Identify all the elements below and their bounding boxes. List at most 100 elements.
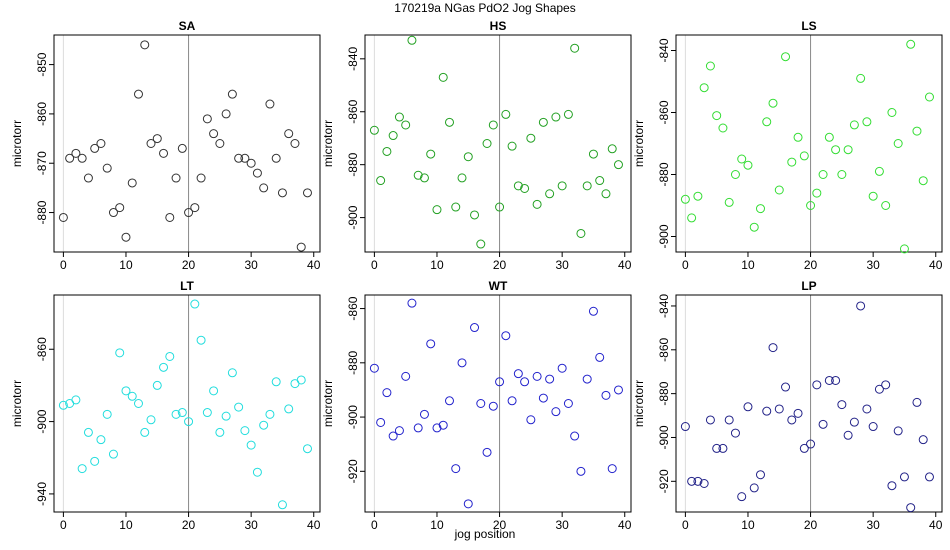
data-point	[444, 396, 454, 406]
data-point	[526, 133, 536, 143]
data-point	[419, 173, 429, 183]
y-tick-label: -920	[346, 459, 360, 483]
data-point	[680, 194, 690, 204]
data-point	[824, 375, 834, 385]
y-tick-label: -880	[657, 162, 671, 186]
data-point	[899, 472, 909, 482]
data-point	[520, 377, 530, 387]
x-tick-label: 0	[682, 518, 689, 532]
data-point	[413, 423, 423, 433]
y-tick-label: -850	[35, 52, 49, 76]
data-point	[507, 141, 517, 151]
data-point	[856, 73, 866, 83]
data-point	[705, 61, 715, 71]
data-point	[83, 173, 93, 183]
data-point	[133, 89, 143, 99]
y-tick-label: -880	[35, 200, 49, 224]
data-point	[607, 144, 617, 154]
data-point	[90, 143, 100, 153]
data-point	[532, 199, 542, 209]
data-point	[924, 472, 934, 482]
data-point	[588, 306, 598, 316]
data-point	[582, 181, 592, 191]
data-point	[476, 399, 486, 408]
data-point	[407, 35, 417, 45]
y-axis-label: microtorr	[10, 120, 24, 167]
data-point	[595, 176, 605, 186]
data-point	[831, 375, 841, 385]
data-point	[699, 479, 709, 489]
data-point	[438, 72, 448, 82]
data-point	[774, 404, 784, 414]
data-point	[768, 98, 778, 108]
data-point	[607, 464, 617, 474]
data-point	[874, 384, 884, 394]
x-tick-label: 0	[60, 258, 67, 272]
data-point	[96, 139, 106, 148]
data-point	[432, 205, 442, 215]
data-point	[906, 39, 916, 49]
data-point	[862, 404, 872, 414]
data-point	[227, 368, 237, 378]
data-point	[818, 419, 828, 429]
data-point	[570, 431, 580, 441]
panel-title: LT	[180, 279, 194, 293]
x-tick-label: 10	[741, 258, 755, 272]
x-tick-label: 20	[804, 258, 818, 272]
data-point	[563, 399, 573, 408]
data-point	[127, 391, 137, 401]
data-point	[545, 189, 555, 199]
data-point	[718, 443, 728, 453]
data-point	[799, 443, 809, 453]
figure-title: 170219a NGas PdO2 Jog Shapes	[394, 1, 575, 15]
panel-title: LP	[801, 279, 816, 293]
x-tick-label: 10	[119, 258, 133, 272]
data-point	[115, 348, 125, 358]
panel-ls: LS 0 10 20 30 40 -900 -880 -860 -840 microtorr	[632, 19, 943, 272]
y-tick-label: -840	[346, 46, 360, 70]
x-tick-label: 40	[618, 518, 632, 532]
data-point	[102, 409, 112, 419]
x-tick-label: 30	[244, 518, 258, 532]
y-tick-label: -840	[657, 38, 671, 62]
x-tick-label: 20	[493, 518, 507, 532]
y-tick-label: -860	[35, 337, 49, 361]
data-point	[426, 149, 436, 159]
data-point	[83, 427, 93, 437]
data-point	[252, 168, 262, 178]
panel-sa: SA 0 10 20 30 40 -880 -870 -860 -850 microtorr	[10, 19, 321, 272]
panel-frame	[364, 34, 632, 253]
data-point	[463, 499, 473, 509]
data-point	[806, 439, 816, 449]
data-point	[793, 408, 803, 418]
data-point	[202, 408, 212, 418]
y-tick-label: -860	[657, 337, 671, 361]
data-point	[394, 426, 404, 436]
data-point	[234, 402, 244, 412]
data-point	[470, 210, 480, 220]
y-tick-label: -900	[35, 409, 49, 433]
data-point	[705, 415, 715, 425]
data-point	[576, 228, 586, 238]
y-tick-label: -940	[35, 482, 49, 506]
data-point	[146, 415, 156, 425]
x-tick-label: 30	[866, 258, 880, 272]
data-point	[96, 435, 106, 445]
data-point	[918, 176, 928, 186]
x-tick-label: 20	[804, 518, 818, 532]
data-point	[570, 43, 580, 53]
x-tick-label: 20	[493, 258, 507, 272]
data-point	[190, 299, 200, 309]
x-tick-label: 10	[119, 518, 133, 532]
data-point	[712, 111, 722, 121]
data-point	[221, 109, 231, 119]
data-point	[482, 139, 492, 148]
data-point	[881, 380, 891, 390]
data-point	[376, 417, 386, 427]
data-point	[284, 129, 294, 139]
x-tick-label: 30	[555, 518, 569, 532]
data-point	[265, 99, 275, 109]
panel-frame	[53, 294, 321, 513]
data-point	[165, 351, 175, 361]
data-point	[563, 109, 573, 119]
